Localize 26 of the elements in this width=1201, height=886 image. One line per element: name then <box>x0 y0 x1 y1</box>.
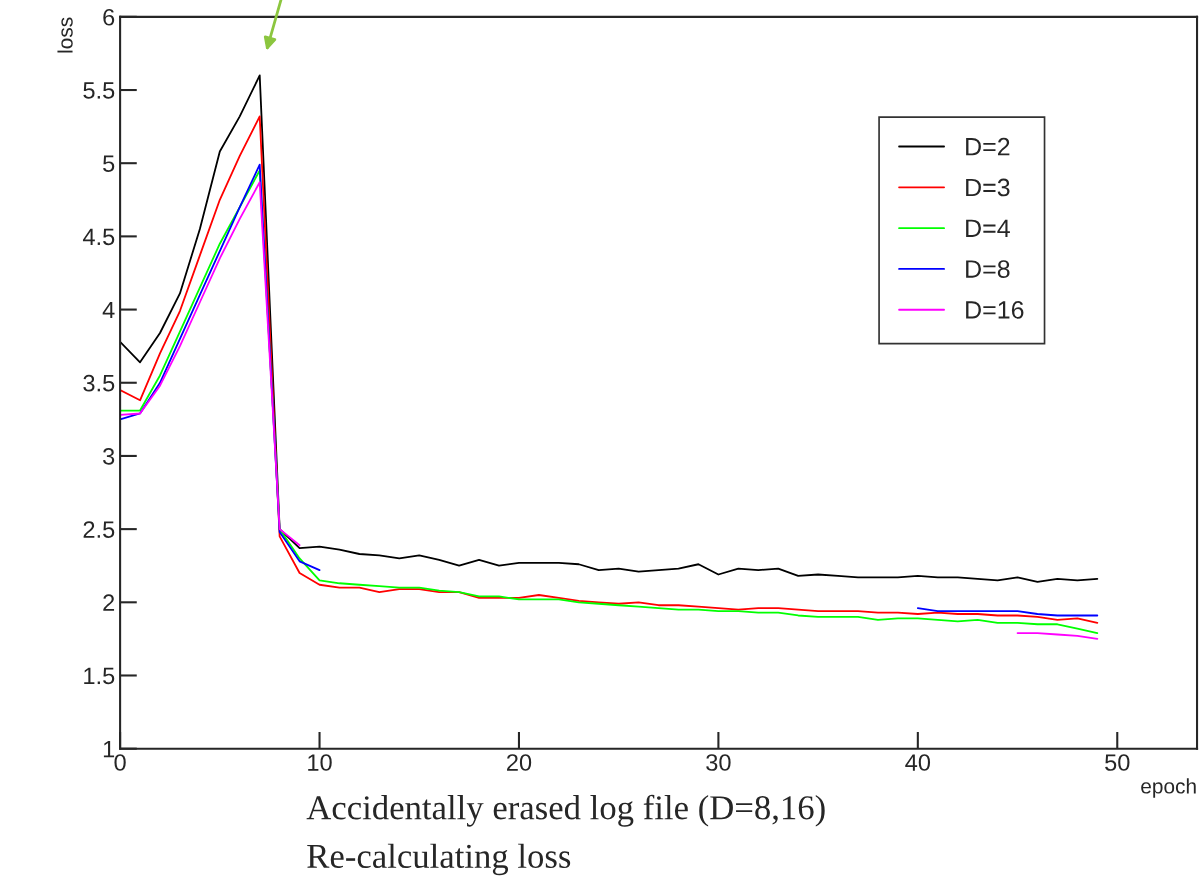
legend-label: D=16 <box>966 301 1024 319</box>
x-tick-label: 0 <box>114 754 126 771</box>
x-tick-label: 50 <box>1105 754 1130 771</box>
y-tick-label: 3 <box>103 448 115 465</box>
legend-label: D=3 <box>966 178 1010 197</box>
y-tick-label: 1 <box>103 740 115 758</box>
x-tick-label: 30 <box>706 754 731 771</box>
y-tick-label: 5.5 <box>83 82 115 99</box>
y-tick-label: 3.5 <box>83 374 115 392</box>
x-tick-label: 20 <box>507 754 532 771</box>
x-tick-label: 10 <box>308 754 332 771</box>
y-tick-label: 6 <box>103 8 115 26</box>
y-tick-label: 2.5 <box>83 521 115 538</box>
text: Accidentally erased log file (D=8,16) <box>306 794 825 827</box>
legend-label: D=8 <box>966 260 1010 278</box>
y-axis-title: loss <box>57 17 73 53</box>
y-tick-label: 2 <box>103 594 115 611</box>
legend-label: D=2 <box>966 137 1010 156</box>
y-tick-label: 4.5 <box>82 228 115 246</box>
legend-label: D=4 <box>966 219 1010 237</box>
text: Re-calculating loss <box>307 843 571 876</box>
y-tick-label: 5 <box>103 155 115 172</box>
y-tick-label: 1.5 <box>84 667 115 685</box>
x-axis-title: epoch <box>1141 778 1196 798</box>
x-tick-label: 40 <box>905 754 931 771</box>
y-tick-label: 4 <box>102 301 115 319</box>
